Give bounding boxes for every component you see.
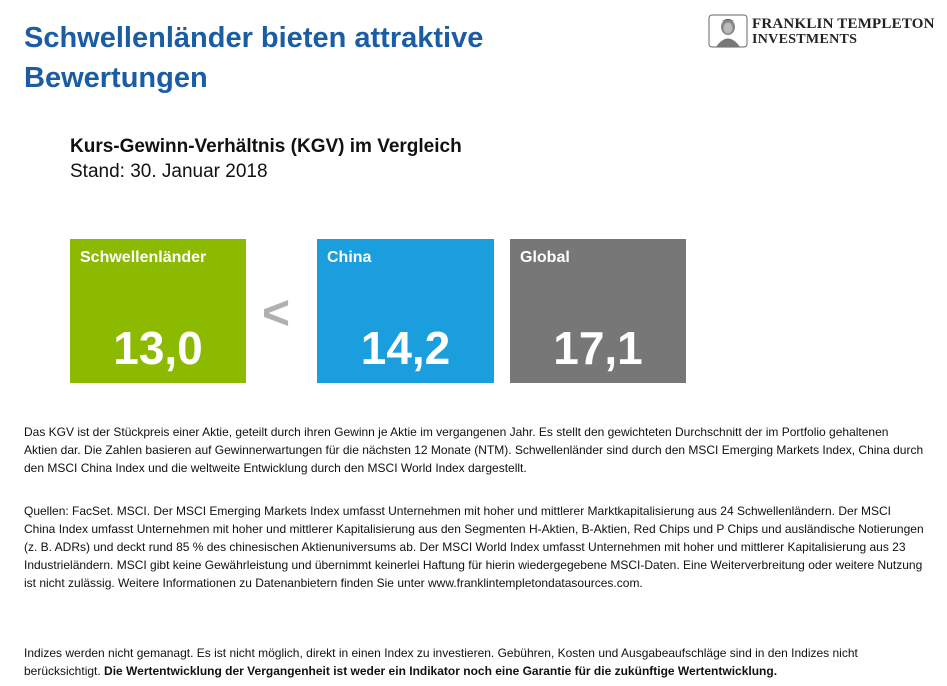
comparison-date: Stand: 30. Januar 2018 <box>70 161 268 182</box>
box-label: Global <box>520 249 570 266</box>
comparison-subtitle: Kurs-Gewinn-Verhältnis (KGV) im Vergleic… <box>70 136 462 157</box>
logo-line-2: INVESTMENTS <box>752 32 858 47</box>
box-value: 14,2 <box>360 322 451 374</box>
box-value: 13,0 <box>113 322 203 374</box>
disclaimer: Indizes werden nicht gemanagt. Es ist ni… <box>24 644 924 680</box>
logo-line-1: FRANKLIN TEMPLETON <box>752 16 935 32</box>
box-label: China <box>327 249 372 266</box>
sources-note: Quellen: FacSet. MSCI. Der MSCI Emerging… <box>24 504 924 590</box>
less-than-symbol: < <box>262 287 291 340</box>
disclaimer-text: Indizes werden nicht gemanagt. Es ist ni… <box>24 646 858 678</box>
box-label: Schwellenländer <box>80 249 207 266</box>
box-global: Global 17,1 <box>510 239 686 383</box>
franklin-templeton-logo: FRANKLIN TEMPLETON INVESTMENTS <box>708 14 935 50</box>
disclaimer-bold-text: Die Wertentwicklung der Vergangenheit is… <box>104 664 778 678</box>
kgv-explanation: Das KGV ist der Stückpreis einer Aktie, … <box>24 425 924 475</box>
box-value: 17,1 <box>553 322 643 374</box>
slide-title: Schwellenländer bieten attraktive Bewert… <box>24 22 484 94</box>
box-china: China 14,2 <box>317 239 494 383</box>
box-emerging-markets: Schwellenländer 13,0 <box>70 239 246 383</box>
portrait-seal-icon <box>708 14 748 48</box>
